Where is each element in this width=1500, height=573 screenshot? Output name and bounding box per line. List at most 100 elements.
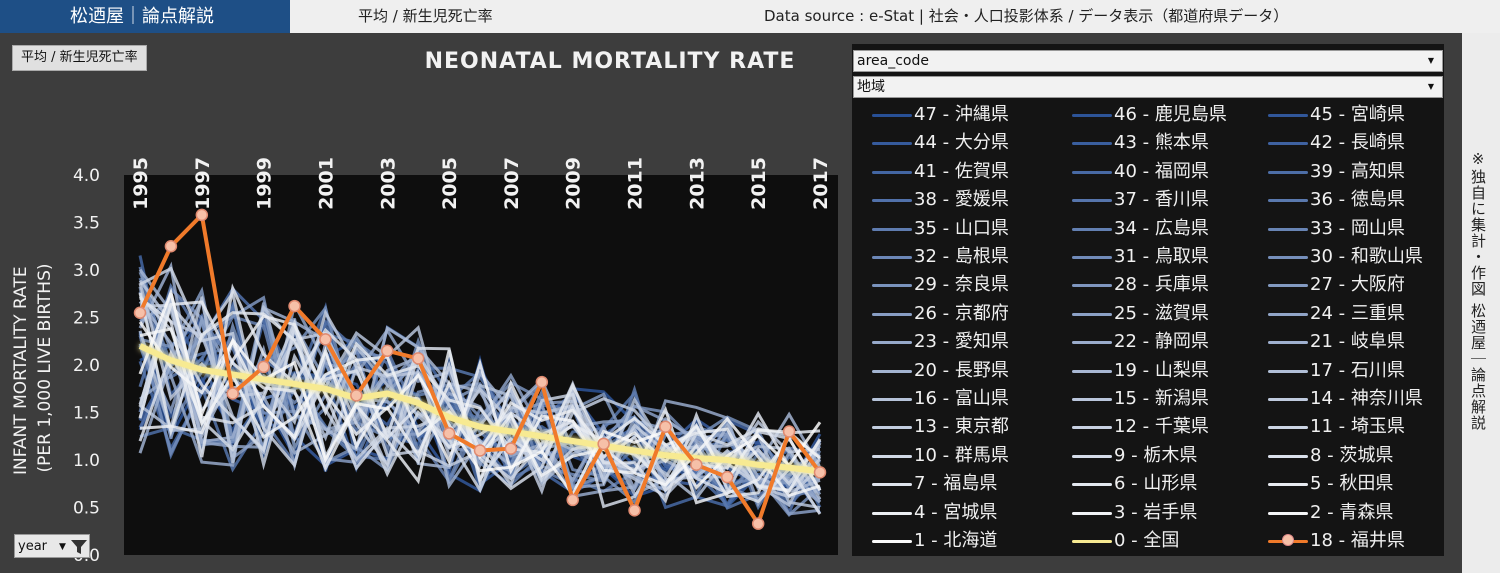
chart-selector-button[interactable]: 平均 / 新生児死亡率 — [12, 45, 147, 71]
legend-label: 38 - 愛媛県 — [914, 189, 1009, 211]
fukui-point — [690, 458, 703, 471]
legend-label: 9 - 栃木県 — [1114, 444, 1198, 466]
legend-label: 44 - 大分県 — [914, 132, 1009, 154]
prefecture-line — [138, 287, 822, 498]
legend-swatch — [872, 511, 912, 515]
y-tick-label: 1.0 — [73, 451, 100, 471]
legend-label: 14 - 神奈川県 — [1310, 388, 1423, 409]
fukui-point — [473, 444, 487, 457]
fukui-point — [813, 466, 827, 479]
legend-label: 45 - 宮崎県 — [1310, 104, 1405, 125]
legend-label: 18 - 福井県 — [1310, 530, 1405, 551]
legend-swatch — [872, 199, 912, 203]
legend-label: 23 - 愛知県 — [914, 331, 1009, 353]
region-dropdown[interactable]: 地域 ▼ — [853, 76, 1443, 98]
x-tick-label: 2007 — [501, 157, 523, 210]
x-tick-label: 1995 — [130, 157, 152, 210]
legend-swatch — [872, 369, 912, 373]
x-tick-label: 2009 — [563, 157, 585, 210]
legend-swatch — [872, 398, 912, 401]
legend-swatch — [872, 227, 912, 231]
legend-panel — [852, 44, 1444, 556]
fukui-point — [164, 240, 178, 253]
region-label: 地域 — [857, 79, 885, 95]
y-axis-label: INFANT MORTALITY RATE (PER 1,000 LIVE BI… — [11, 261, 55, 475]
legend-swatch — [1268, 284, 1308, 288]
legend-swatch — [1268, 256, 1308, 259]
legend-swatch — [872, 341, 912, 345]
legend-label: 35 - 山口県 — [914, 217, 1009, 239]
brand-label[interactable]: 松迺屋｜論点解説 — [0, 0, 290, 33]
x-tick-label: 1997 — [192, 157, 214, 210]
legend-label: 15 - 新潟県 — [1114, 388, 1209, 409]
chevron-down-icon: ▼ — [1427, 82, 1434, 91]
legend-swatch — [1268, 170, 1308, 174]
legend-items: 47 - 沖縄県 46 - 鹿児島県 45 - 宮崎県 44 - 大分県 43 - 熊本… — [852, 101, 1444, 556]
legend-label: 33 - 岡山県 — [1310, 217, 1405, 239]
filter-icon[interactable] — [69, 537, 89, 557]
area-code-dropdown[interactable]: area_code ▼ — [853, 50, 1443, 72]
fukui-point — [319, 333, 332, 346]
legend-swatch — [872, 284, 912, 288]
legend-label: 3 - 岩手県 — [1114, 501, 1198, 523]
legend-swatch — [1268, 312, 1308, 316]
y-tick-label: 1.5 — [73, 404, 100, 424]
legend-label: 7 - 福島県 — [914, 473, 998, 495]
legend-label: 17 - 石川県 — [1310, 359, 1405, 381]
legend-label: 40 - 福岡県 — [1114, 160, 1209, 182]
legend-label: 21 - 岐阜県 — [1310, 331, 1405, 353]
legend-label: 1 - 北海道 — [914, 530, 998, 551]
fukui-point — [721, 470, 734, 484]
legend-swatch — [1268, 426, 1308, 430]
legend-swatch — [1072, 454, 1112, 458]
right-sidebar — [1462, 33, 1500, 573]
legend-label: 27 - 大阪府 — [1310, 274, 1405, 296]
legend-swatch — [1268, 398, 1308, 401]
legend-swatch — [872, 142, 912, 146]
legend-label: 47 - 沖縄県 — [914, 104, 1009, 125]
fukui-point — [381, 344, 394, 357]
legend-swatch — [872, 454, 912, 458]
year-filter-button[interactable]: year ▼ — [14, 534, 90, 558]
y-tick-label: 4.0 — [73, 166, 100, 186]
legend-label: 39 - 高知県 — [1310, 160, 1405, 182]
legend-swatch — [1072, 227, 1112, 231]
legend-label: 0 - 全国 — [1114, 530, 1180, 551]
fukui-point — [226, 387, 239, 400]
legend-label: 34 - 広島県 — [1114, 217, 1209, 239]
legend-swatch — [1072, 142, 1112, 146]
fukui-point — [566, 493, 579, 507]
legend-label: 8 - 茨城県 — [1310, 444, 1394, 466]
legend-swatch — [872, 114, 912, 117]
legend-swatch — [1268, 227, 1308, 231]
legend-swatch — [1072, 199, 1112, 203]
chart-canvas: 0.00.51.01.52.02.53.03.54.0 199519971999… — [11, 157, 838, 566]
y-tick-label: 2.0 — [73, 356, 100, 376]
legend-label: 37 - 香川県 — [1114, 189, 1209, 211]
legend-swatch — [872, 540, 912, 543]
fukui-point — [411, 352, 425, 365]
legend-label: 22 - 静岡県 — [1114, 331, 1209, 353]
legend-swatch — [1072, 170, 1112, 174]
year-filter-label: year — [18, 539, 48, 554]
legend-label: 25 - 滋賀県 — [1114, 302, 1209, 324]
x-tick-label: 2013 — [686, 157, 708, 210]
legend-swatch — [1268, 142, 1308, 146]
legend-swatch — [1268, 454, 1308, 458]
legend-swatch — [1072, 511, 1112, 515]
legend-label: 41 - 佐賀県 — [914, 160, 1009, 182]
legend-swatch — [1072, 341, 1112, 345]
legend-swatch — [872, 312, 912, 316]
legend-swatch — [1072, 369, 1112, 373]
breadcrumb: 平均 / 新生児死亡率 — [358, 7, 493, 25]
legend-label: 5 - 秋田県 — [1310, 473, 1394, 495]
top-bar: 松迺屋｜論点解説 平均 / 新生児死亡率 Data source : e-Sta… — [0, 0, 1500, 33]
legend-label: 6 - 山形県 — [1114, 473, 1198, 495]
legend-label: 29 - 奈良県 — [914, 274, 1009, 296]
legend-swatch — [1072, 256, 1112, 259]
legend-swatch — [872, 256, 912, 259]
legend-swatch — [1072, 483, 1112, 487]
legend-swatch — [872, 426, 912, 430]
fukui-point — [350, 389, 363, 402]
legend-label: 28 - 兵庫県 — [1114, 274, 1209, 296]
